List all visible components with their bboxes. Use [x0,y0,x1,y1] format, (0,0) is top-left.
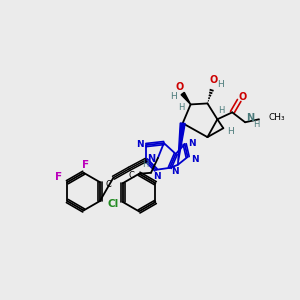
Text: CH₃: CH₃ [269,113,286,122]
Text: O: O [176,82,184,92]
Text: N: N [153,172,161,181]
Text: H: H [178,103,185,112]
Text: F: F [55,172,62,182]
Text: N: N [171,167,178,176]
Text: H: H [253,120,259,129]
Polygon shape [178,123,185,165]
Text: N: N [191,155,198,164]
Text: C: C [128,171,134,180]
Text: O: O [238,92,246,103]
Text: C: C [106,180,111,189]
Text: O: O [209,75,217,85]
Text: H: H [170,92,177,101]
Text: H: H [217,80,224,89]
Text: H: H [218,106,224,115]
Text: N: N [246,113,254,123]
Text: N: N [136,140,144,148]
Text: N: N [188,139,195,148]
Text: H: H [227,127,234,136]
Text: Cl: Cl [107,199,118,209]
Text: F: F [82,160,89,170]
Text: H: H [142,160,148,169]
Text: N: N [147,154,155,164]
Polygon shape [181,92,190,104]
